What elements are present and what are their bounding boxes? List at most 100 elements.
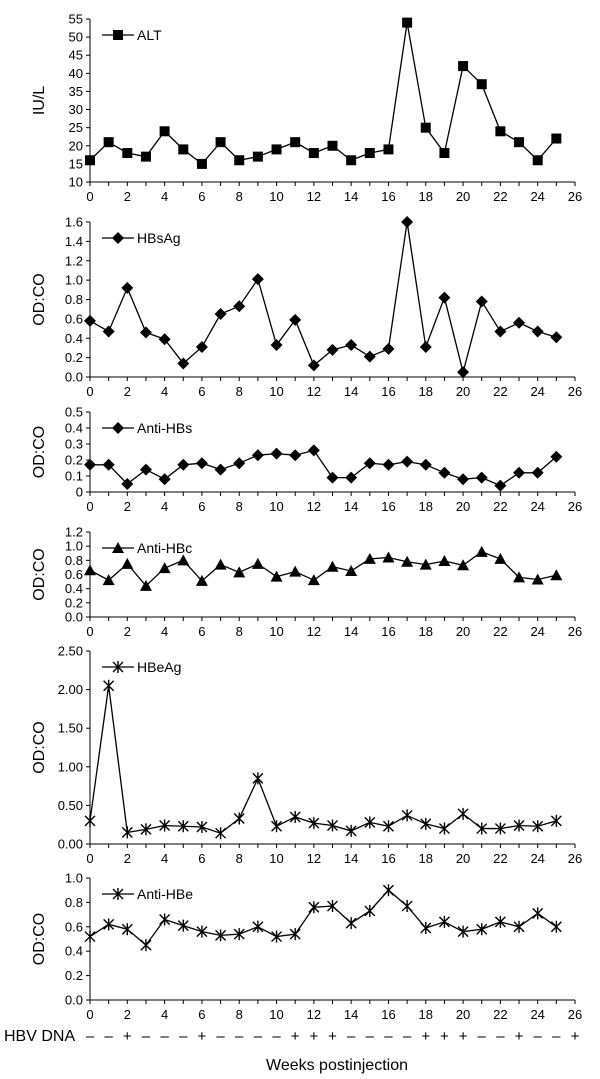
legend-marker xyxy=(112,888,124,900)
y-tick-label: 0.6 xyxy=(65,919,83,934)
hbv-dna-result: – xyxy=(179,1028,188,1045)
x-tick-label: 26 xyxy=(568,624,582,639)
hbv-dna-row: HBV DNA – – + – – – + – – – – + + + – – – – + + + – – + – – + xyxy=(4,1028,580,1045)
y-tick-label: 0.4 xyxy=(65,944,83,959)
data-point xyxy=(382,458,395,471)
data-point xyxy=(494,552,507,564)
data-point xyxy=(439,148,450,159)
data-point xyxy=(513,466,526,479)
hbv-dna-result: + xyxy=(571,1028,580,1045)
hbv-dna-result: + xyxy=(515,1028,524,1045)
x-tick-label: 0 xyxy=(86,1007,93,1022)
data-point xyxy=(252,151,263,162)
data-point xyxy=(103,137,114,148)
data-point xyxy=(158,562,171,574)
data-point xyxy=(158,473,171,486)
x-tick-label: 16 xyxy=(381,499,395,514)
data-point xyxy=(270,447,283,460)
series-line xyxy=(89,551,557,587)
hbv-dna-result: – xyxy=(366,1028,375,1045)
data-point xyxy=(121,281,134,294)
x-tick-label: 22 xyxy=(493,189,507,204)
data-point xyxy=(159,913,171,926)
data-point xyxy=(401,900,413,913)
data-point xyxy=(532,155,543,166)
y-tick-label: 2.00 xyxy=(58,682,83,697)
data-point xyxy=(513,819,525,832)
x-tick-label: 16 xyxy=(381,1007,395,1022)
y-axis-label: OD:CO xyxy=(31,721,48,773)
y-tick-label: 0.4 xyxy=(65,331,83,346)
data-point xyxy=(550,331,563,344)
hbv-dna-result: – xyxy=(496,1028,505,1045)
legend-label: ALT xyxy=(137,27,162,43)
data-point xyxy=(476,79,487,90)
data-point xyxy=(289,928,301,941)
hbv-dna-result: – xyxy=(142,1028,151,1045)
data-point xyxy=(514,137,525,148)
data-point xyxy=(363,457,376,470)
x-tick-label: 8 xyxy=(236,1007,243,1022)
x-tick-label: 22 xyxy=(493,1007,507,1022)
data-point xyxy=(289,449,302,462)
data-point xyxy=(364,148,375,159)
data-point xyxy=(402,17,413,28)
data-point xyxy=(140,823,152,836)
data-point xyxy=(438,822,450,835)
data-point xyxy=(252,772,264,785)
data-point xyxy=(326,471,339,484)
data-point xyxy=(513,316,526,329)
data-point xyxy=(345,471,358,484)
data-point xyxy=(158,333,171,346)
legend-marker xyxy=(112,661,124,673)
x-tick-label: 16 xyxy=(381,189,395,204)
legend-label: Anti-HBe xyxy=(137,886,193,902)
data-point xyxy=(382,820,394,833)
data-point xyxy=(233,812,245,825)
hbv-dna-result: – xyxy=(534,1028,543,1045)
x-tick-label: 8 xyxy=(236,499,243,514)
x-tick-label: 14 xyxy=(344,1007,358,1022)
hbv-dna-result: – xyxy=(403,1028,412,1045)
data-point xyxy=(196,158,207,169)
data-point xyxy=(177,554,190,566)
x-tick-label: 16 xyxy=(381,384,395,399)
data-point xyxy=(326,343,339,356)
x-tick-label: 6 xyxy=(198,624,205,639)
data-point xyxy=(308,817,320,830)
data-point xyxy=(494,479,507,492)
data-point xyxy=(531,325,544,338)
x-tick-label: 6 xyxy=(198,1007,205,1022)
legend-label: Anti-HBs xyxy=(137,420,192,436)
data-point xyxy=(252,920,264,933)
legend-label: HBsAg xyxy=(137,230,181,246)
y-tick-label: 0.2 xyxy=(65,968,83,983)
y-tick-label: 0.00 xyxy=(58,837,83,852)
data-point xyxy=(233,566,246,578)
y-tick-label: 0.4 xyxy=(65,581,83,596)
panel-3: 00.10.20.30.40.50 2 4 6 8 10 12 14 16 18 20 22 24 26O… xyxy=(31,405,582,515)
x-tick-label: 26 xyxy=(568,189,582,204)
x-tick-label: 18 xyxy=(419,499,433,514)
data-point xyxy=(419,340,432,353)
y-tick-label: 0.0 xyxy=(65,993,83,1008)
x-tick-label: 10 xyxy=(269,851,283,866)
y-tick-label: 1.0 xyxy=(65,871,83,886)
data-point xyxy=(550,920,562,933)
y-tick-label: 35 xyxy=(69,84,83,99)
x-tick-label: 18 xyxy=(419,851,433,866)
x-tick-label: 2 xyxy=(124,384,131,399)
series-line xyxy=(89,685,557,834)
panel-2: 0.00.20.40.60.81.01.21.41.60 2 4 6 8 10 12 14 16… xyxy=(31,215,582,400)
data-point xyxy=(251,557,264,569)
data-point xyxy=(382,884,394,897)
data-point xyxy=(215,137,226,148)
y-tick-label: 1.0 xyxy=(65,539,83,554)
y-tick-label: 0.0 xyxy=(65,610,83,625)
y-tick-label: 30 xyxy=(69,102,83,117)
data-point xyxy=(326,560,339,572)
data-point xyxy=(195,574,208,586)
hbv-dna-result: + xyxy=(309,1028,318,1045)
data-point xyxy=(345,564,358,576)
